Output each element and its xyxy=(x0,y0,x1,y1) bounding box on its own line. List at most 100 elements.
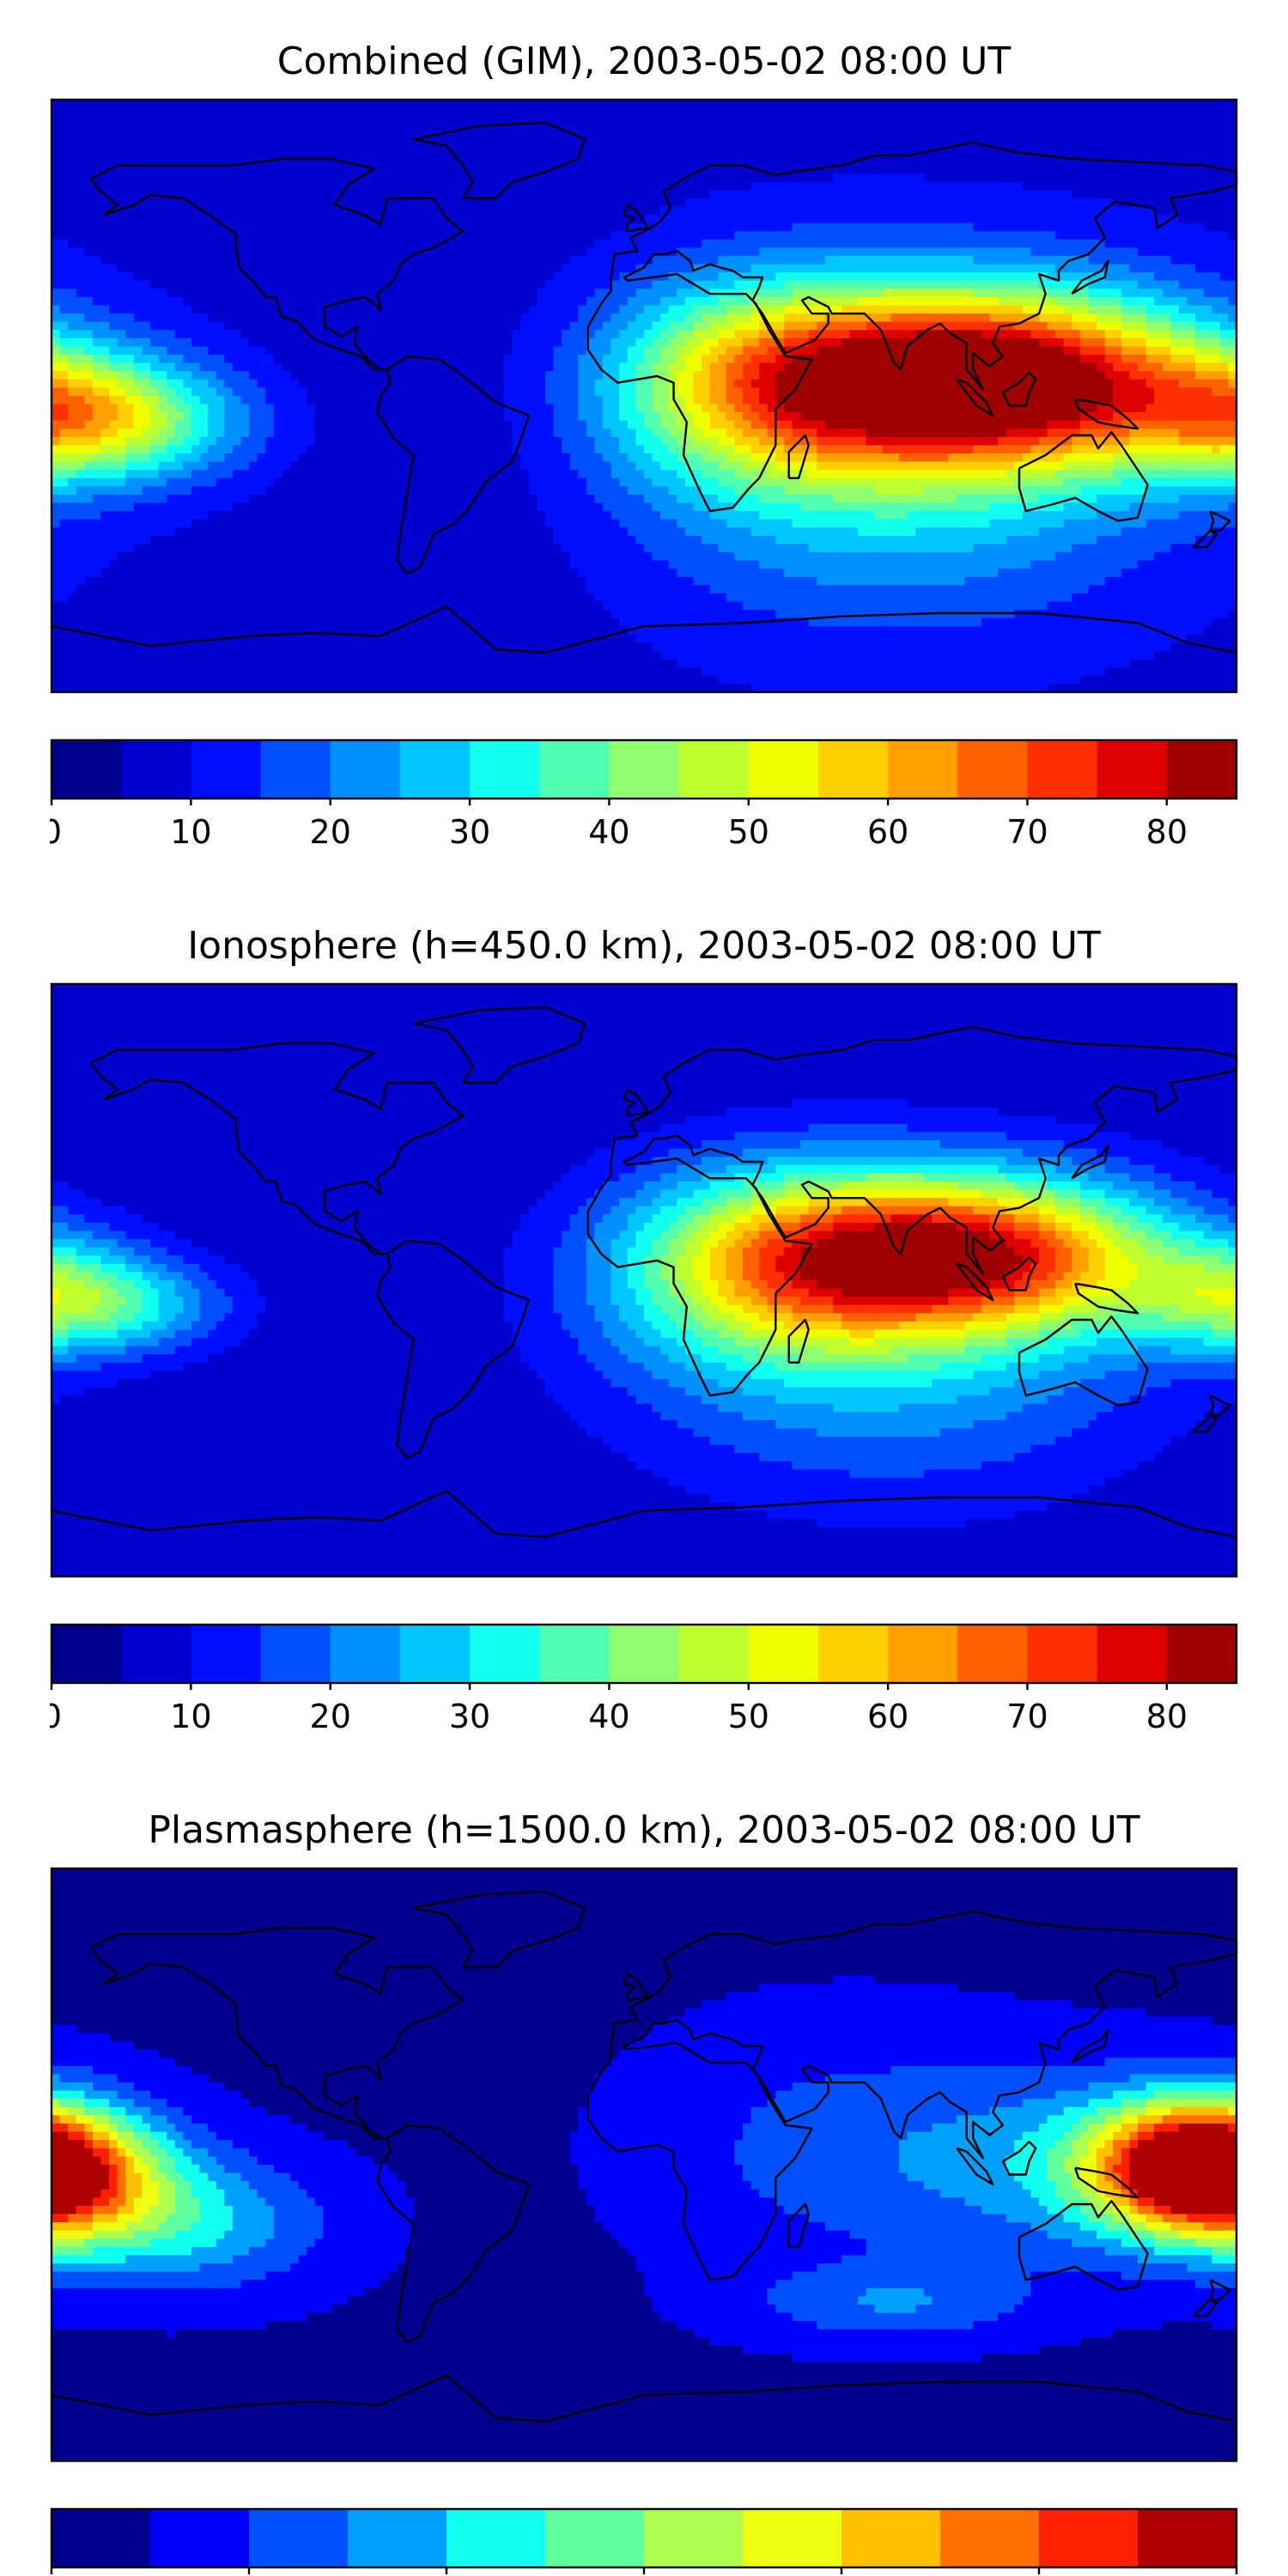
field-cell xyxy=(348,355,357,364)
field-cell xyxy=(907,222,916,232)
field-cell xyxy=(447,305,456,314)
field-cell xyxy=(578,264,587,273)
field-cell xyxy=(1088,149,1097,158)
field-cell xyxy=(512,198,521,208)
field-cell xyxy=(355,140,365,150)
field-cell xyxy=(981,181,991,191)
field-cell xyxy=(249,157,258,167)
field-cell xyxy=(265,297,275,307)
field-cell xyxy=(348,107,357,117)
field-cell xyxy=(1014,371,1024,380)
field-cell xyxy=(899,100,908,109)
field-cell xyxy=(208,379,217,389)
field-cell xyxy=(783,124,793,133)
field-cell xyxy=(989,313,999,323)
field-cell xyxy=(874,330,884,339)
field-cell xyxy=(1228,371,1237,380)
field-cell xyxy=(800,289,810,298)
field-cell xyxy=(824,231,835,240)
field-cell xyxy=(1047,297,1056,307)
field-cell xyxy=(273,362,283,372)
field-cell xyxy=(1219,330,1230,339)
field-cell xyxy=(150,256,160,265)
field-cell xyxy=(652,379,661,389)
field-cell xyxy=(208,198,217,208)
field-cell xyxy=(603,190,612,199)
field-cell xyxy=(1187,140,1196,150)
field-cell xyxy=(594,124,604,133)
field-cell xyxy=(989,140,999,150)
field-cell xyxy=(1162,330,1171,339)
field-cell xyxy=(743,280,752,290)
field-cell xyxy=(167,173,176,183)
field-cell xyxy=(1039,289,1048,298)
field-cell xyxy=(1039,346,1048,355)
field-cell xyxy=(463,256,472,265)
field-cell xyxy=(709,222,719,232)
field-cell xyxy=(125,107,135,117)
field-cell xyxy=(208,190,217,199)
field-cell xyxy=(1072,355,1081,364)
field-cell xyxy=(890,107,900,117)
field-cell xyxy=(405,247,415,257)
field-cell xyxy=(59,305,69,314)
field-cell xyxy=(718,239,727,249)
field-cell xyxy=(191,107,201,117)
field-cell xyxy=(817,379,826,389)
field-cell xyxy=(76,330,85,339)
field-cell xyxy=(932,239,941,249)
field-cell xyxy=(1088,362,1097,372)
field-cell xyxy=(734,116,744,125)
field-cell xyxy=(528,100,538,109)
field-cell xyxy=(849,149,859,158)
field-cell xyxy=(397,190,406,199)
field-cell xyxy=(915,337,925,348)
field-cell xyxy=(619,157,629,167)
field-cell xyxy=(1212,305,1221,314)
field-cell xyxy=(100,140,110,150)
field-cell xyxy=(1138,140,1147,150)
field-cell xyxy=(923,124,933,133)
field-cell xyxy=(257,231,266,240)
field-cell xyxy=(125,173,135,183)
field-cell xyxy=(150,346,160,355)
field-cell xyxy=(998,206,1007,216)
field-cell xyxy=(405,362,415,372)
field-cell xyxy=(1055,198,1065,208)
field-cell xyxy=(405,157,415,167)
field-cell xyxy=(874,280,884,290)
field-cell xyxy=(76,222,85,232)
field-cell xyxy=(339,116,349,125)
field-cell xyxy=(487,206,497,216)
field-cell xyxy=(142,247,151,257)
field-cell xyxy=(734,165,744,174)
field-cell xyxy=(422,247,431,257)
field-cell xyxy=(265,337,275,348)
field-cell xyxy=(487,305,497,314)
field-cell xyxy=(578,231,587,240)
field-cell xyxy=(824,256,835,265)
field-cell xyxy=(890,280,900,290)
field-cell xyxy=(611,206,620,216)
field-cell xyxy=(792,173,801,183)
field-cell xyxy=(586,124,596,133)
field-cell xyxy=(1005,321,1015,331)
field-cell xyxy=(981,346,991,355)
field-cell xyxy=(265,289,275,298)
field-cell xyxy=(1162,132,1171,142)
field-cell xyxy=(298,231,307,240)
field-cell xyxy=(167,132,176,142)
field-cell xyxy=(405,272,415,282)
field-cell xyxy=(562,346,571,355)
field-cell xyxy=(808,157,817,167)
field-cell xyxy=(52,222,61,232)
field-cell xyxy=(257,124,266,133)
field-cell xyxy=(932,206,941,216)
field-cell xyxy=(1088,337,1097,348)
field-cell xyxy=(348,264,357,273)
field-cell xyxy=(1203,371,1212,380)
field-cell xyxy=(718,321,727,331)
field-cell xyxy=(1228,165,1237,174)
field-cell xyxy=(487,157,497,167)
field-cell xyxy=(833,280,842,290)
